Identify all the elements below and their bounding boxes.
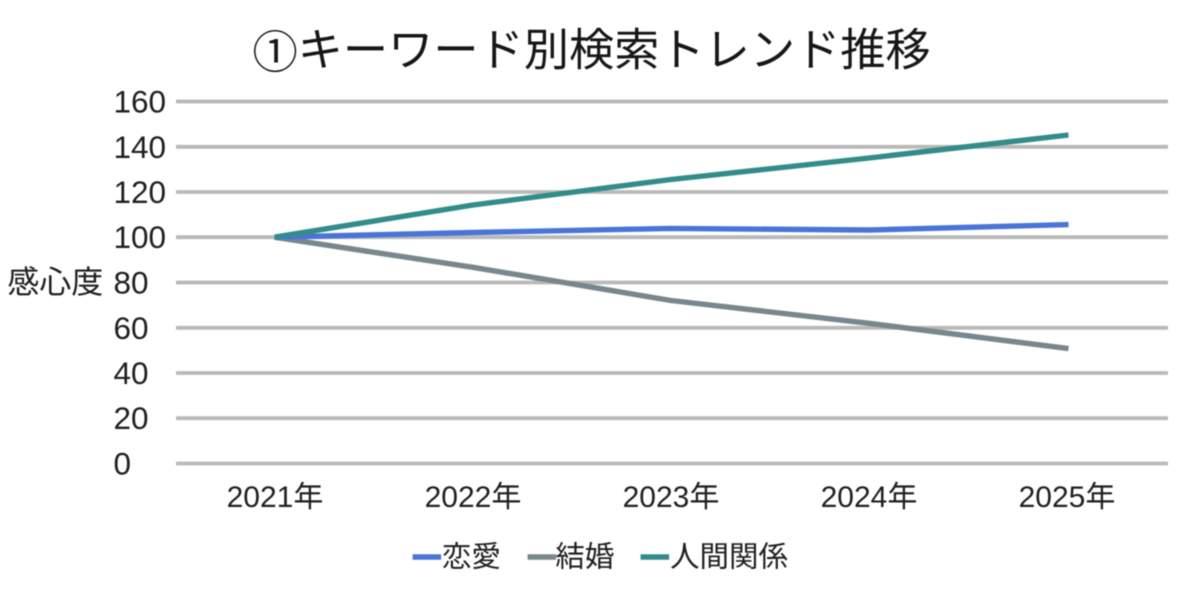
svg-text:2024: 2024 [821,481,888,514]
svg-text:40: 40 [114,355,149,391]
svg-text:2025: 2025 [1019,481,1086,514]
svg-text:80: 80 [114,265,149,301]
svg-text:100: 100 [114,219,167,255]
svg-text:160: 160 [114,84,167,120]
svg-text:2021: 2021 [227,481,294,514]
svg-text:0: 0 [114,446,132,482]
svg-text:60: 60 [114,310,149,346]
svg-text:2022: 2022 [425,481,492,514]
svg-text:2023: 2023 [623,481,690,514]
svg-text:20: 20 [114,400,149,436]
svg-text:140: 140 [114,129,167,165]
svg-text:120: 120 [114,174,167,210]
